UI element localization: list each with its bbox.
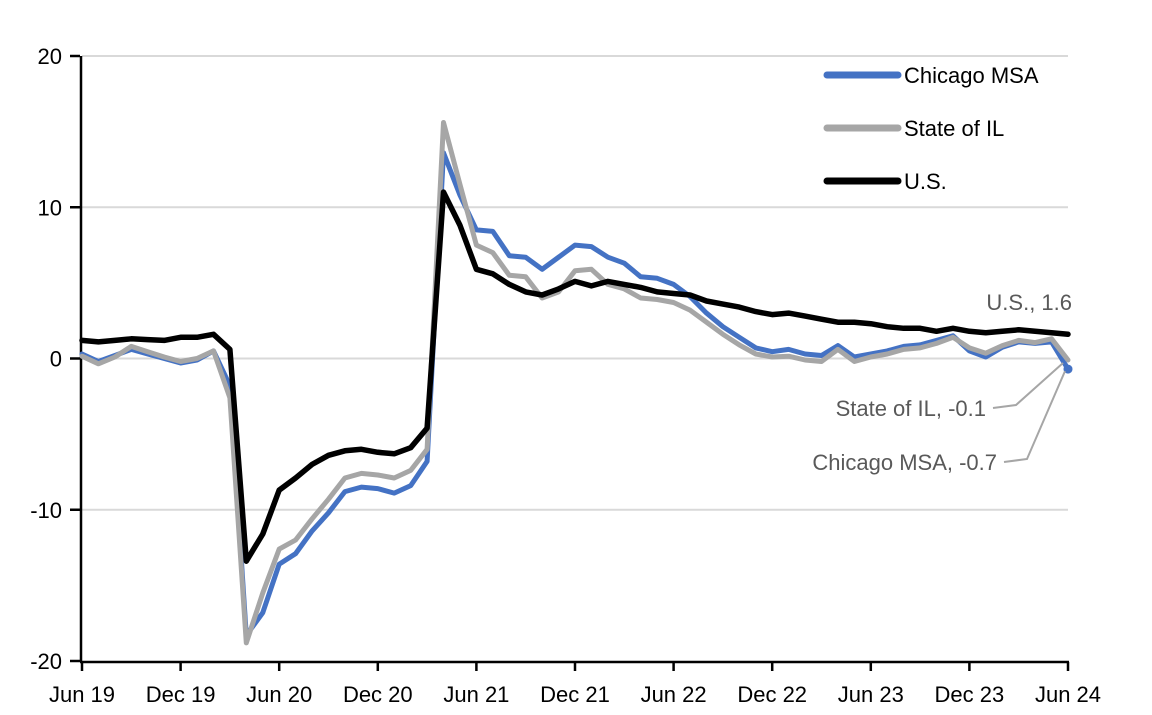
x-tick-label: Dec 22: [737, 682, 807, 707]
end-marker-chicago: [1063, 364, 1073, 374]
leader-line-chicago: [1003, 370, 1066, 463]
y-tick-label: 0: [50, 347, 62, 372]
x-tick-label: Jun 22: [641, 682, 707, 707]
legend-label-il: State of IL: [904, 116, 1004, 141]
x-tick-label: Dec 20: [343, 682, 413, 707]
series-line-us: [79, 189, 1071, 564]
x-tick-label: Dec 19: [146, 682, 216, 707]
data-label-us: U.S., 1.6: [986, 290, 1072, 315]
leader-line-il: [992, 362, 1064, 409]
x-tick-label: Dec 23: [935, 682, 1005, 707]
x-tick-label: Jun 19: [49, 682, 115, 707]
y-tick-label: 20: [38, 44, 62, 69]
x-tick-label: Jun 23: [838, 682, 904, 707]
annotations: U.S., 1.6 State of IL, -0.1 Chicago MSA, -…: [812, 290, 1072, 475]
series-line-il: [79, 120, 1071, 646]
legend: Chicago MSA State of IL U.S.: [823, 63, 1039, 194]
y-tick-label: 10: [38, 195, 62, 220]
data-label-il: State of IL, -0.1: [836, 396, 986, 421]
gridlines: [82, 55, 1068, 511]
x-tick-label: Jun 24: [1035, 682, 1101, 707]
y-axis: 20 10 0 -10 -20: [30, 44, 83, 674]
x-tick-label: Jun 21: [443, 682, 509, 707]
x-tick-label: Dec 21: [540, 682, 610, 707]
legend-label-us: U.S.: [904, 169, 947, 194]
data-label-chicago: Chicago MSA, -0.7: [812, 450, 997, 475]
legend-label-chicago: Chicago MSA: [904, 63, 1039, 88]
y-tick-label: -20: [30, 649, 62, 674]
x-axis: Jun 19 Dec 19 Jun 20 Dec 20 Jun 21 Dec 21 Jun …: [49, 660, 1101, 707]
y-tick-label: -10: [30, 498, 62, 523]
x-tick-label: Jun 20: [246, 682, 312, 707]
